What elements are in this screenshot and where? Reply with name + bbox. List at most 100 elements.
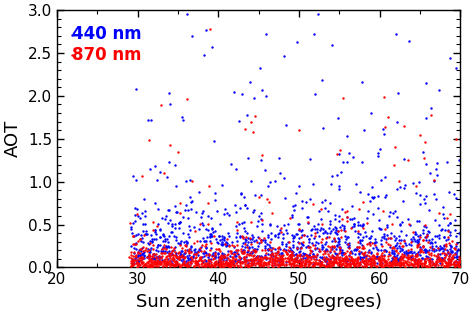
- 870 nm: [413, 251, 420, 256]
- 870 nm: [251, 247, 259, 252]
- 870 nm: [151, 260, 159, 265]
- 870 nm: [187, 261, 194, 266]
- 870 nm: [307, 254, 314, 259]
- 440 nm: [409, 250, 416, 255]
- 870 nm: [319, 260, 326, 265]
- 870 nm: [401, 252, 408, 257]
- 440 nm: [253, 253, 260, 258]
- 440 nm: [330, 245, 338, 250]
- 440 nm: [405, 242, 412, 247]
- 440 nm: [199, 210, 206, 215]
- 440 nm: [290, 239, 297, 244]
- 440 nm: [177, 219, 184, 224]
- 440 nm: [275, 259, 283, 264]
- 870 nm: [220, 254, 228, 259]
- 440 nm: [130, 251, 137, 256]
- 870 nm: [440, 264, 448, 269]
- 440 nm: [164, 220, 172, 225]
- 870 nm: [265, 255, 273, 261]
- 440 nm: [311, 246, 319, 251]
- 440 nm: [196, 246, 203, 251]
- 870 nm: [341, 264, 349, 269]
- 870 nm: [241, 242, 249, 247]
- 440 nm: [258, 255, 266, 260]
- 440 nm: [405, 38, 413, 43]
- 870 nm: [150, 252, 157, 257]
- 440 nm: [420, 196, 428, 201]
- 440 nm: [264, 233, 272, 238]
- 440 nm: [249, 209, 256, 215]
- 440 nm: [274, 235, 282, 240]
- 870 nm: [393, 262, 401, 267]
- 870 nm: [311, 253, 319, 258]
- 870 nm: [419, 249, 427, 254]
- 870 nm: [175, 257, 183, 262]
- 440 nm: [393, 253, 401, 258]
- 870 nm: [240, 251, 248, 256]
- 870 nm: [377, 260, 385, 265]
- 870 nm: [169, 261, 177, 266]
- 870 nm: [416, 246, 423, 251]
- 440 nm: [173, 209, 181, 214]
- 870 nm: [149, 260, 157, 265]
- 440 nm: [135, 259, 143, 264]
- 440 nm: [218, 234, 226, 239]
- 440 nm: [186, 256, 193, 261]
- 870 nm: [231, 257, 239, 262]
- 870 nm: [291, 259, 298, 264]
- 870 nm: [193, 238, 201, 243]
- 440 nm: [341, 240, 349, 245]
- 440 nm: [290, 243, 297, 248]
- 870 nm: [358, 251, 366, 256]
- 870 nm: [427, 257, 434, 262]
- 440 nm: [400, 238, 408, 243]
- 440 nm: [390, 257, 397, 262]
- 440 nm: [413, 239, 420, 244]
- 870 nm: [162, 263, 169, 268]
- 870 nm: [295, 128, 303, 133]
- 440 nm: [233, 250, 241, 255]
- 440 nm: [362, 252, 369, 257]
- 440 nm: [170, 248, 178, 253]
- 870 nm: [425, 260, 433, 265]
- 440 nm: [245, 240, 252, 245]
- 440 nm: [368, 194, 375, 199]
- 870 nm: [219, 264, 227, 269]
- 440 nm: [346, 260, 354, 265]
- 440 nm: [427, 241, 434, 246]
- 440 nm: [385, 252, 393, 257]
- 870 nm: [442, 255, 449, 260]
- 870 nm: [325, 258, 333, 263]
- 440 nm: [393, 186, 401, 191]
- 440 nm: [413, 258, 420, 263]
- 440 nm: [335, 242, 343, 247]
- 440 nm: [200, 209, 207, 214]
- 870 nm: [325, 251, 332, 256]
- 440 nm: [424, 255, 432, 260]
- 870 nm: [153, 262, 160, 267]
- 440 nm: [320, 257, 328, 262]
- 440 nm: [444, 160, 451, 165]
- 440 nm: [447, 243, 454, 248]
- 870 nm: [137, 256, 144, 261]
- 440 nm: [396, 245, 403, 250]
- 440 nm: [423, 232, 431, 237]
- 440 nm: [323, 234, 330, 239]
- 870 nm: [201, 258, 208, 263]
- 870 nm: [322, 264, 330, 269]
- 870 nm: [410, 261, 417, 266]
- 870 nm: [330, 243, 337, 249]
- 870 nm: [129, 256, 137, 261]
- 440 nm: [355, 219, 362, 224]
- 870 nm: [238, 250, 246, 255]
- 870 nm: [284, 256, 292, 261]
- 870 nm: [158, 246, 166, 251]
- 870 nm: [211, 264, 219, 269]
- 870 nm: [279, 256, 287, 261]
- 870 nm: [337, 259, 345, 264]
- 870 nm: [266, 258, 273, 263]
- 440 nm: [304, 244, 312, 249]
- 440 nm: [365, 241, 373, 246]
- 870 nm: [295, 240, 303, 245]
- 870 nm: [249, 129, 257, 135]
